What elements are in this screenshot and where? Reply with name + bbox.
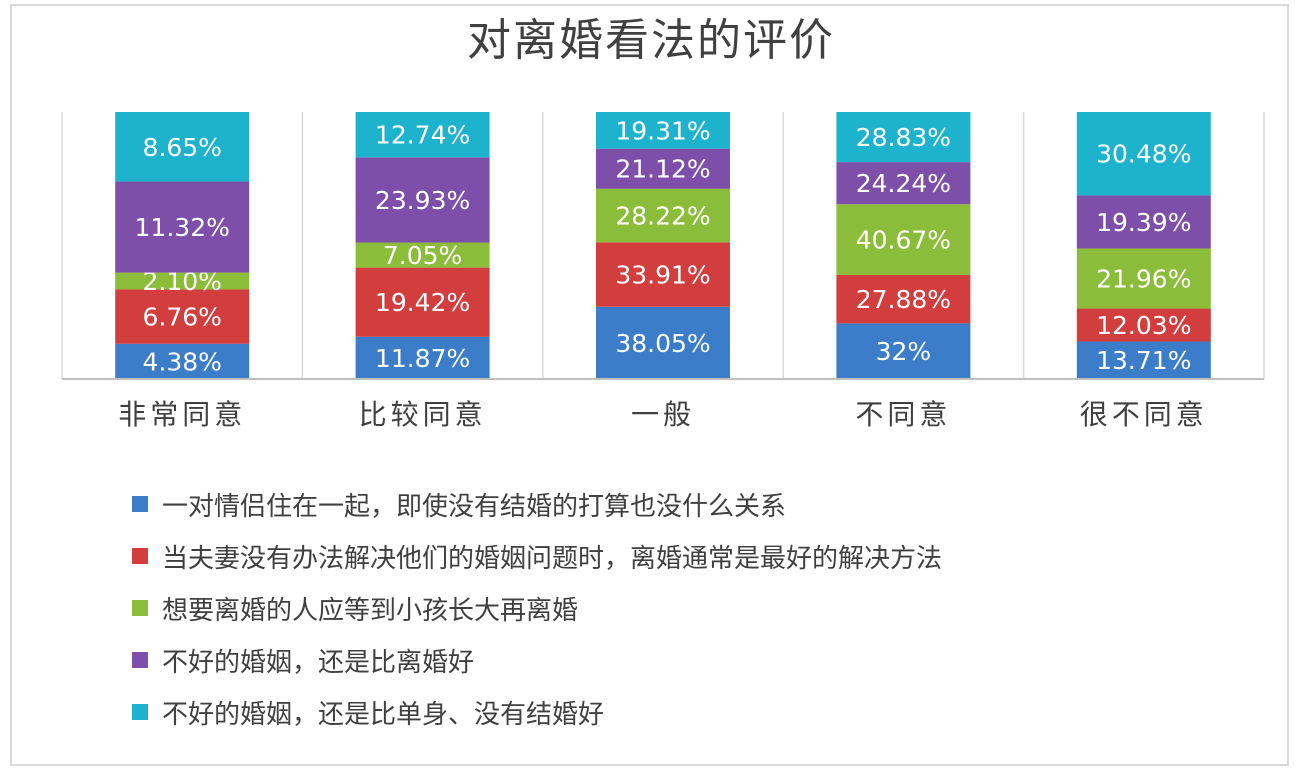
data-label: 30.48% bbox=[1096, 140, 1191, 169]
bar-segment bbox=[596, 306, 730, 379]
bar-segment bbox=[596, 148, 730, 189]
data-label: 21.12% bbox=[615, 155, 710, 184]
bar-segment bbox=[115, 181, 250, 273]
data-label: 21.96% bbox=[1096, 265, 1191, 294]
legend-swatch bbox=[132, 548, 148, 564]
data-label: 7.05% bbox=[383, 241, 462, 270]
legend-item: 当夫妻没有办法解决他们的婚姻问题时，离婚通常是最好的解决方法 bbox=[132, 530, 942, 582]
bar-segment bbox=[1076, 112, 1211, 196]
legend-item: 不好的婚姻，还是比单身、没有结婚好 bbox=[132, 686, 942, 738]
legend-label: 不好的婚姻，还是比离婚好 bbox=[162, 647, 475, 678]
data-label: 8.65% bbox=[142, 133, 221, 162]
bar-segment bbox=[355, 157, 490, 243]
legend-label: 当夫妻没有办法解决他们的婚姻问题时，离婚通常是最好的解决方法 bbox=[162, 543, 943, 574]
data-label: 4.38% bbox=[142, 347, 221, 376]
bar-segment bbox=[115, 112, 250, 182]
data-label: 28.22% bbox=[615, 202, 710, 231]
chart-title: 对离婚看法的评价 bbox=[467, 15, 835, 66]
data-label: 19.42% bbox=[375, 288, 470, 317]
legend: 一对情侣住在一起，即使没有结婚的打算也没什么关系当夫妻没有办法解决他们的婚姻问题… bbox=[132, 478, 942, 738]
bar-segment bbox=[355, 267, 490, 337]
data-label: 19.39% bbox=[1096, 208, 1191, 237]
bar-segment bbox=[355, 242, 490, 268]
data-label: 24.24% bbox=[856, 169, 951, 198]
data-label: 40.67% bbox=[856, 226, 951, 255]
category-label: 不同意 bbox=[855, 398, 951, 431]
bar-segment bbox=[115, 272, 250, 290]
legend-item: 想要离婚的人应等到小孩长大再离婚 bbox=[132, 582, 942, 634]
legend-swatch bbox=[132, 652, 148, 668]
bar-segment bbox=[836, 162, 971, 205]
bar-segment bbox=[1076, 195, 1211, 249]
data-label: 33.91% bbox=[615, 261, 710, 290]
bar-segment bbox=[355, 336, 490, 379]
bar-segment bbox=[115, 289, 250, 344]
legend-label: 不好的婚姻，还是比单身、没有结婚好 bbox=[162, 699, 605, 730]
bar-segment bbox=[836, 323, 971, 379]
bar-segment bbox=[596, 112, 730, 149]
data-label: 27.88% bbox=[856, 285, 951, 314]
bar-segment bbox=[1076, 341, 1211, 379]
bar-segment bbox=[1076, 308, 1211, 342]
data-label: 23.93% bbox=[375, 186, 470, 215]
legend-label: 一对情侣住在一起，即使没有结婚的打算也没什么关系 bbox=[162, 491, 787, 522]
legend-item: 不好的婚姻，还是比离婚好 bbox=[132, 634, 942, 686]
data-label: 11.32% bbox=[135, 213, 230, 242]
bar-segment bbox=[355, 112, 490, 158]
data-label: 11.87% bbox=[375, 344, 470, 373]
category-label: 很不同意 bbox=[1080, 398, 1208, 431]
data-label: 6.76% bbox=[142, 303, 221, 332]
bar-segment bbox=[115, 343, 250, 379]
category-label: 一般 bbox=[631, 398, 695, 431]
data-label: 12.74% bbox=[375, 121, 470, 150]
legend-label: 想要离婚的人应等到小孩长大再离婚 bbox=[162, 595, 579, 626]
bar-segment bbox=[836, 204, 971, 275]
bar-segment bbox=[596, 188, 730, 243]
data-label: 13.71% bbox=[1096, 346, 1191, 375]
category-label: 比较同意 bbox=[359, 398, 487, 431]
data-label: 19.31% bbox=[615, 116, 710, 145]
legend-swatch bbox=[132, 704, 148, 720]
category-label: 非常同意 bbox=[118, 398, 246, 431]
data-label: 12.03% bbox=[1096, 311, 1191, 340]
data-label: 28.83% bbox=[856, 123, 951, 152]
legend-swatch bbox=[132, 496, 148, 512]
bar-segment bbox=[836, 112, 971, 163]
bar-segment bbox=[596, 242, 730, 307]
legend-item: 一对情侣住在一起，即使没有结婚的打算也没什么关系 bbox=[132, 478, 942, 530]
bar-segment bbox=[836, 274, 971, 324]
bar-segment bbox=[1076, 248, 1211, 309]
data-label: 32% bbox=[876, 337, 932, 366]
data-label: 38.05% bbox=[615, 329, 710, 358]
legend-swatch bbox=[132, 600, 148, 616]
